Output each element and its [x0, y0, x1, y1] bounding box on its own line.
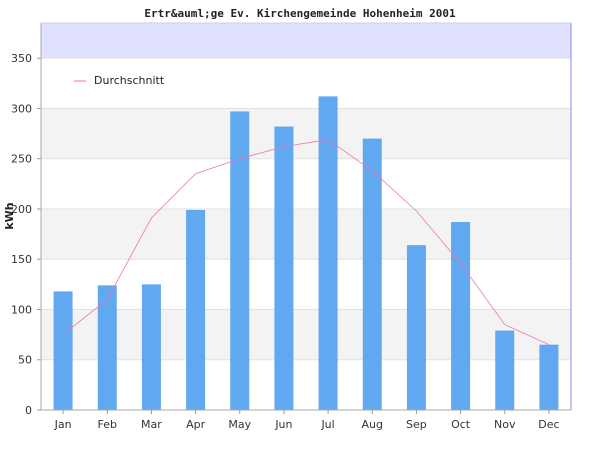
- legend-label: Durchschnitt: [94, 74, 165, 87]
- bar: [274, 126, 294, 410]
- y-tick-label: 200: [11, 203, 32, 216]
- x-tick-label: Sep: [406, 418, 427, 431]
- bar: [186, 209, 206, 410]
- bar: [230, 111, 250, 410]
- chart-title: Ertr&auml;ge Ev. Kirchengemeinde Hohenhe…: [144, 7, 456, 20]
- x-tick-label: Aug: [362, 418, 383, 431]
- y-tick-label: 300: [11, 102, 32, 115]
- plot-band: [41, 108, 571, 159]
- plot-band: [41, 208, 571, 260]
- series-line: [62, 139, 550, 346]
- y-tick-label: 150: [11, 253, 32, 266]
- y-tick-label: 50: [18, 354, 32, 367]
- bar: [318, 96, 338, 411]
- bar: [141, 284, 161, 410]
- legend: Durchschnitt: [74, 74, 165, 87]
- y-axis-label: kWh: [3, 202, 16, 229]
- plot-band: [41, 309, 571, 360]
- x-tick-label: Mar: [141, 418, 162, 431]
- x-tick-label: Nov: [494, 418, 516, 431]
- y-tick-label: 100: [11, 303, 32, 316]
- x-tick-label: Jul: [320, 418, 334, 431]
- plot-band: [41, 158, 571, 209]
- y-tick-label: 0: [25, 404, 32, 417]
- bar: [495, 330, 515, 410]
- x-tick-label: Oct: [451, 418, 471, 431]
- plot-band: [41, 259, 571, 310]
- bar: [451, 222, 471, 410]
- x-tick-label: Apr: [186, 418, 206, 431]
- bar: [406, 245, 426, 410]
- x-tick-label: Dec: [538, 418, 559, 431]
- bar: [539, 344, 559, 410]
- x-tick-label: Feb: [98, 418, 117, 431]
- x-tick-label: Jan: [54, 418, 72, 431]
- plot-band: [41, 58, 571, 109]
- x-tick-label: May: [228, 418, 251, 431]
- plot-band: [41, 359, 571, 410]
- y-tick-label: 250: [11, 153, 32, 166]
- bar: [97, 285, 117, 410]
- plot-area: 0 50 100 150 200 250 300 350 Jan Feb Mar Apr May Jun J…: [11, 22, 572, 431]
- y-tick-label: 350: [11, 52, 32, 65]
- plot-over-range-band: [41, 23, 571, 59]
- bar: [53, 291, 73, 410]
- x-tick-label: Jun: [274, 418, 292, 431]
- bar: [362, 138, 382, 410]
